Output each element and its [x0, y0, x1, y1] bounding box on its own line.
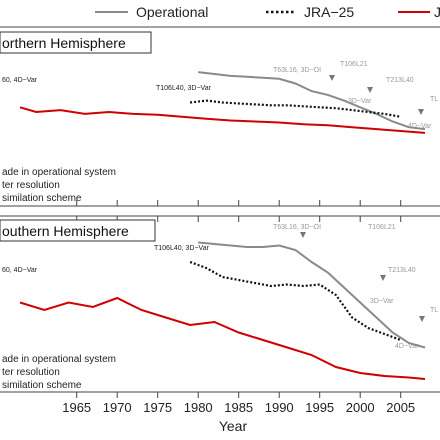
panel-title-box: [0, 219, 156, 242]
annotation-t213l40: T213L40: [388, 267, 416, 274]
annotation-4dvar-gray: 4D−Var: [395, 343, 419, 350]
annotation-t106l40: T106L40, 3D−Var: [154, 245, 210, 252]
note-line: ter resolution: [2, 367, 60, 378]
marker-triangle: [418, 109, 424, 115]
note-line: similation scheme: [2, 193, 82, 204]
series-layer: [19, 71, 426, 134]
x-tick-label: 1975: [143, 400, 172, 415]
x-tick-label: 1965: [62, 400, 91, 415]
series-line-operational: [198, 241, 426, 349]
note-line: similation scheme: [2, 380, 82, 391]
annotation-t106l40: T106L40, 3D−Var: [156, 85, 212, 92]
series-line-jra-25: [189, 99, 401, 118]
annotation-t106l21: T106L21: [368, 224, 396, 231]
marker-triangle: [300, 232, 306, 238]
x-tick-label: 2000: [346, 400, 375, 415]
annotation-3dvar: 3D−Var: [370, 298, 394, 305]
panel-title: outhern Hemisphere: [2, 223, 129, 239]
annotation-4dvar: 60, 4D−Var: [2, 77, 38, 84]
annotation-4dvar-gray: 4D−Var: [408, 123, 432, 130]
legend-label-jra25: JRA−25: [304, 4, 354, 20]
x-tick-label: 2005: [386, 400, 415, 415]
panel-title: orthern Hemisphere: [2, 35, 126, 51]
divider-ticks: [76, 200, 402, 222]
annotation-t213l40: T213L40: [386, 77, 414, 84]
annotation-t106l21: T106L21: [340, 61, 368, 68]
x-tick-label: 1980: [184, 400, 213, 415]
note-line: ade in operational system: [2, 354, 116, 365]
series-layer: [19, 241, 426, 380]
marker-triangle: [380, 275, 386, 281]
marker-triangle: [419, 316, 425, 322]
series-line-j: [19, 296, 426, 380]
annotation-tl: TL: [430, 307, 438, 314]
legend-label-operational: Operational: [136, 4, 208, 20]
note-line: ade in operational system: [2, 167, 116, 178]
x-axis-title: Year: [219, 418, 248, 434]
series-line-j: [19, 106, 426, 134]
x-tick-label: 1985: [224, 400, 253, 415]
panel-southern: outhern Hemisphere 60, 4D−Var T106L40, 3…: [0, 219, 438, 391]
legend-label-j: J: [434, 4, 440, 20]
panel-northern: orthern Hemisphere 60, 4D−Var T106L40, 3…: [0, 31, 438, 204]
series-line-jra-25: [189, 260, 402, 342]
note-line: ter resolution: [2, 180, 60, 191]
annotation-4dvar: 60, 4D−Var: [2, 267, 38, 274]
series-line-operational: [198, 71, 426, 131]
marker-triangle: [329, 75, 335, 81]
legend: Operational JRA−25 J: [95, 4, 440, 20]
x-tick-label: 1970: [103, 400, 132, 415]
x-axis: 1965 1970 1975 1980 1985 1990 1995 2000 2005: [62, 392, 415, 415]
annotation-3dvar: 3D−Var: [348, 98, 372, 105]
panel-title-box: [0, 31, 152, 54]
annotation-tl: TL: [430, 96, 438, 103]
x-tick-label: 1990: [265, 400, 294, 415]
marker-triangle: [367, 87, 373, 93]
annotation-t63l16: T63L16, 3D−OI: [273, 67, 321, 74]
annotation-t63l16: T63L16, 3D−OI: [273, 224, 321, 231]
x-tick-label: 1995: [305, 400, 334, 415]
